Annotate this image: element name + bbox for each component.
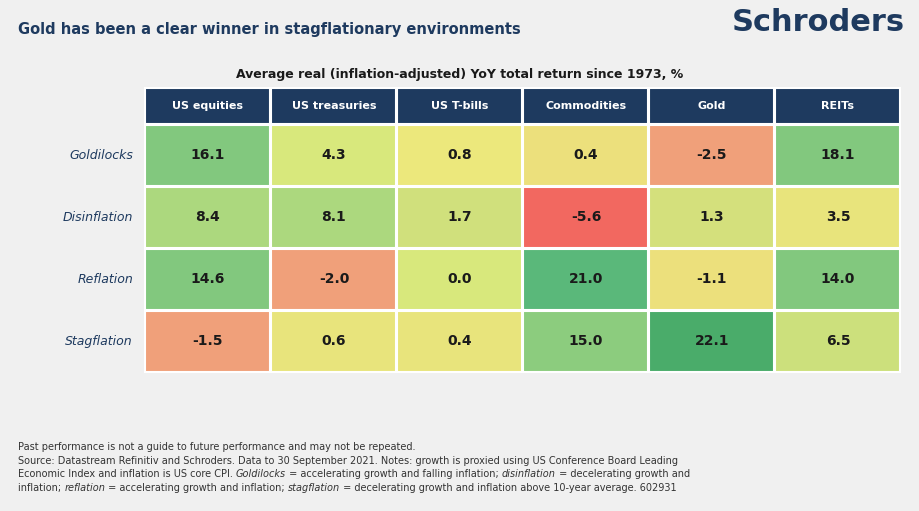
Text: 1.3: 1.3 xyxy=(699,210,723,224)
Text: disinflation: disinflation xyxy=(502,469,555,479)
Bar xyxy=(271,125,395,186)
Text: 0.4: 0.4 xyxy=(573,148,597,162)
Bar xyxy=(145,125,269,186)
Bar xyxy=(145,88,269,124)
Text: 8.1: 8.1 xyxy=(322,210,346,224)
Text: 0.4: 0.4 xyxy=(448,334,471,348)
Text: -2.0: -2.0 xyxy=(319,272,349,286)
Bar xyxy=(648,88,773,124)
Bar xyxy=(271,88,395,124)
Text: Goldilocks: Goldilocks xyxy=(69,149,133,161)
Text: 15.0: 15.0 xyxy=(568,334,603,348)
Text: 0.8: 0.8 xyxy=(448,148,471,162)
Text: 18.1: 18.1 xyxy=(820,148,855,162)
Text: Stagflation: Stagflation xyxy=(65,335,133,347)
Bar xyxy=(271,311,395,372)
Text: -1.5: -1.5 xyxy=(193,334,223,348)
Bar xyxy=(522,187,647,248)
Bar xyxy=(397,249,521,310)
Text: = decelerating growth and inflation above 10-year average. 602931: = decelerating growth and inflation abov… xyxy=(340,482,675,493)
Bar xyxy=(271,187,395,248)
Text: 6.5: 6.5 xyxy=(824,334,849,348)
Text: = accelerating growth and inflation;: = accelerating growth and inflation; xyxy=(105,482,288,493)
Bar xyxy=(774,88,899,124)
Text: -5.6: -5.6 xyxy=(570,210,600,224)
Bar xyxy=(397,88,521,124)
Text: Source: Datastream Refinitiv and Schroders. Data to 30 September 2021. Notes: gr: Source: Datastream Refinitiv and Schrode… xyxy=(18,455,677,466)
Bar xyxy=(774,311,899,372)
Text: Commodities: Commodities xyxy=(545,101,626,111)
Text: 22.1: 22.1 xyxy=(694,334,729,348)
Bar xyxy=(145,311,269,372)
Text: 0.0: 0.0 xyxy=(448,272,471,286)
Bar xyxy=(522,311,647,372)
Bar xyxy=(648,125,773,186)
Text: US T-bills: US T-bills xyxy=(431,101,488,111)
Bar xyxy=(522,249,647,310)
Bar xyxy=(145,187,269,248)
Bar xyxy=(522,125,647,186)
Bar xyxy=(271,249,395,310)
Text: reflation: reflation xyxy=(64,482,105,493)
Text: 4.3: 4.3 xyxy=(322,148,346,162)
Bar xyxy=(774,125,899,186)
Text: 0.6: 0.6 xyxy=(322,334,346,348)
Text: -2.5: -2.5 xyxy=(696,148,726,162)
Text: stagflation: stagflation xyxy=(288,482,340,493)
Bar xyxy=(648,311,773,372)
Text: = accelerating growth and falling inflation;: = accelerating growth and falling inflat… xyxy=(286,469,502,479)
Bar xyxy=(774,187,899,248)
Text: Schroders: Schroders xyxy=(732,8,904,37)
Bar xyxy=(522,88,647,124)
Text: -1.1: -1.1 xyxy=(696,272,726,286)
Text: 14.6: 14.6 xyxy=(190,272,225,286)
Text: 16.1: 16.1 xyxy=(190,148,225,162)
Bar xyxy=(397,311,521,372)
Text: Past performance is not a guide to future performance and may not be repeated.: Past performance is not a guide to futur… xyxy=(18,442,415,452)
Text: 21.0: 21.0 xyxy=(568,272,603,286)
Text: 8.4: 8.4 xyxy=(196,210,221,224)
Bar xyxy=(648,249,773,310)
Bar xyxy=(648,187,773,248)
Text: = decelerating growth and: = decelerating growth and xyxy=(555,469,689,479)
Text: inflation;: inflation; xyxy=(18,482,64,493)
Text: Disinflation: Disinflation xyxy=(62,211,133,223)
Bar xyxy=(145,249,269,310)
Bar xyxy=(397,125,521,186)
Text: 3.5: 3.5 xyxy=(824,210,849,224)
Text: REITs: REITs xyxy=(821,101,854,111)
Text: Reflation: Reflation xyxy=(77,272,133,286)
Text: Average real (inflation-adjusted) YoY total return since 1973, %: Average real (inflation-adjusted) YoY to… xyxy=(236,68,683,81)
Text: 1.7: 1.7 xyxy=(448,210,471,224)
Text: Gold: Gold xyxy=(697,101,725,111)
Text: Goldilocks: Goldilocks xyxy=(236,469,286,479)
Text: US equities: US equities xyxy=(173,101,244,111)
Text: Economic Index and inflation is US core CPI.: Economic Index and inflation is US core … xyxy=(18,469,236,479)
Bar xyxy=(774,249,899,310)
Text: US treasuries: US treasuries xyxy=(291,101,376,111)
Bar xyxy=(397,187,521,248)
Text: 14.0: 14.0 xyxy=(820,272,855,286)
Text: Gold has been a clear winner in stagflationary environments: Gold has been a clear winner in stagflat… xyxy=(18,22,520,37)
